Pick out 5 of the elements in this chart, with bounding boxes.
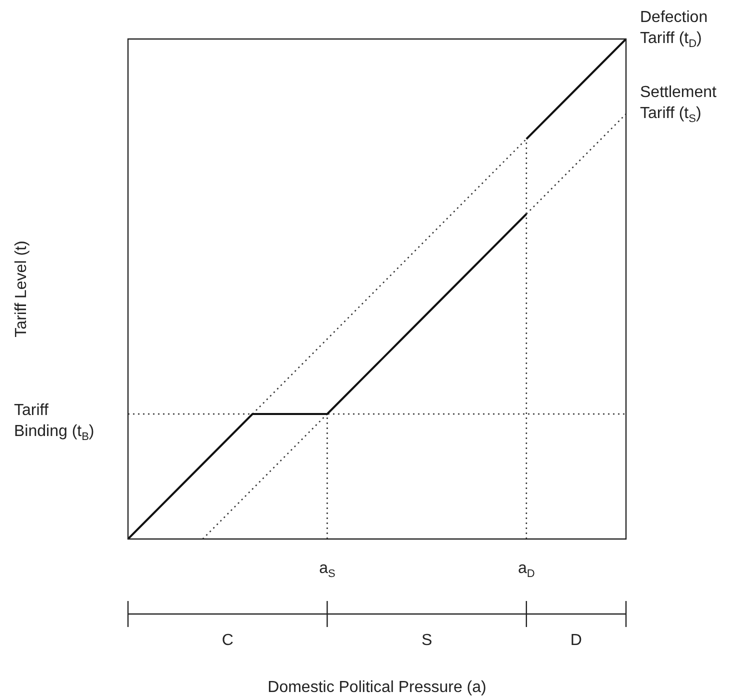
text: S [421, 632, 432, 649]
text: D [570, 632, 582, 649]
text: Domestic Political Pressure (a) [268, 679, 486, 696]
text: Tariff Level (t) [13, 240, 30, 338]
text: C [222, 632, 234, 649]
